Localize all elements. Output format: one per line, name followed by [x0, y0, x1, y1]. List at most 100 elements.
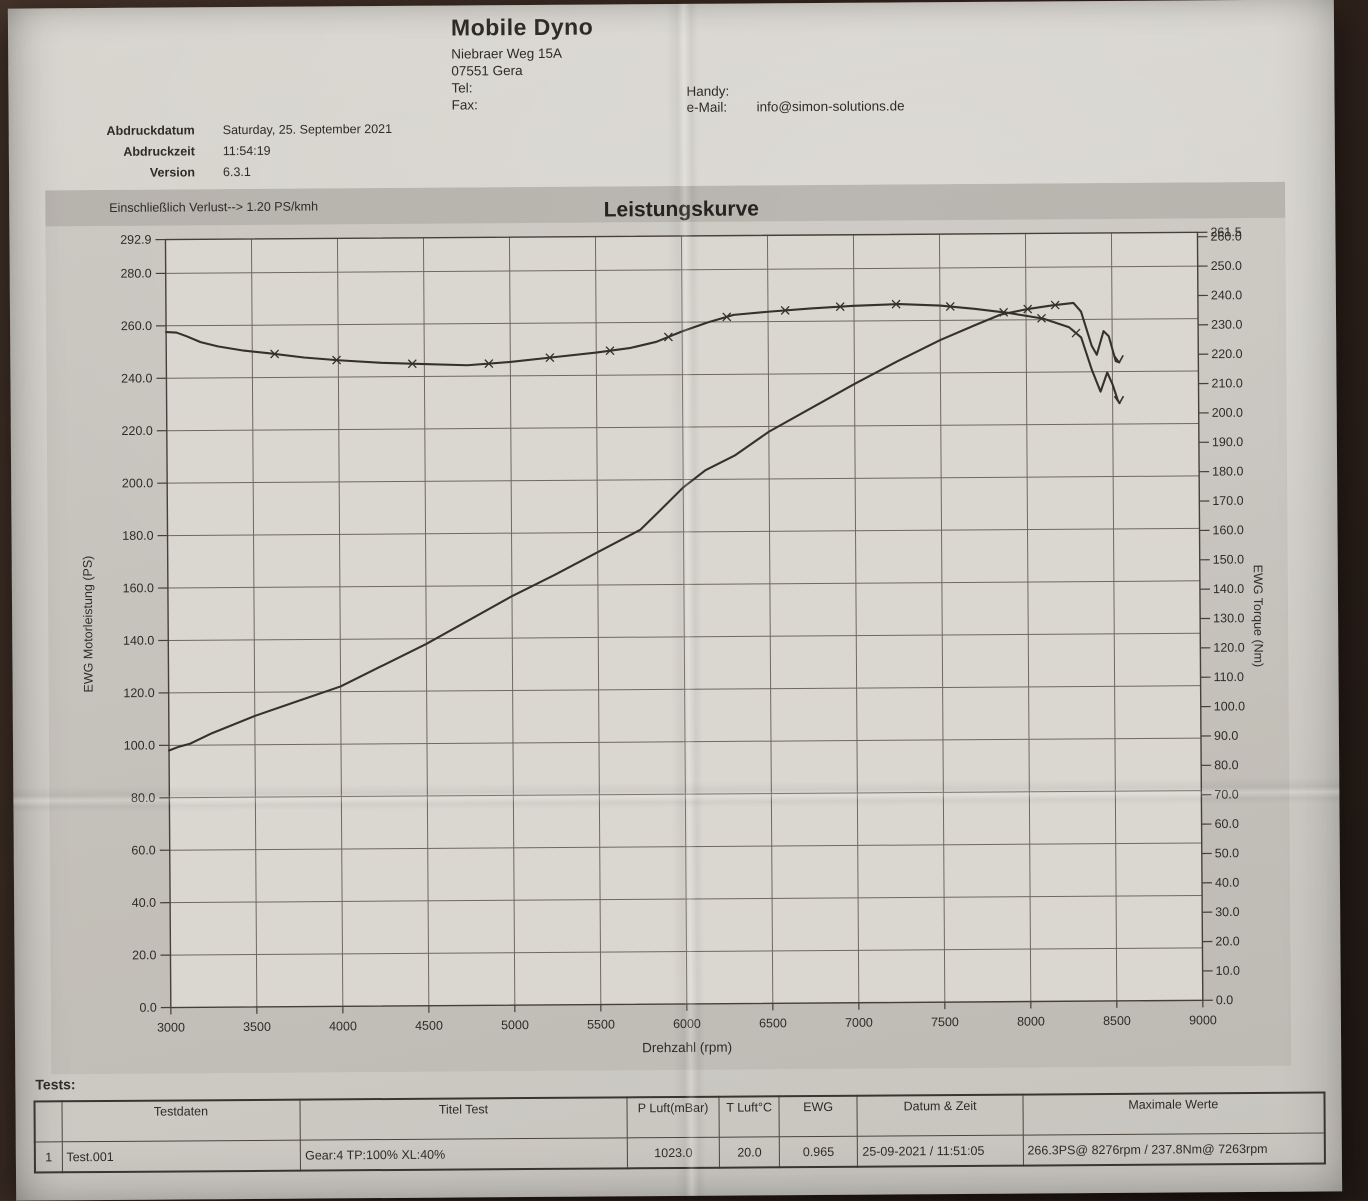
x-tick-label: 8500	[1103, 1014, 1131, 1028]
meta-value: 6.3.1	[223, 165, 251, 179]
right-tick-label: 190.0	[1212, 435, 1243, 449]
x-tick-label: 3000	[157, 1020, 185, 1034]
x-tick-label: 3500	[243, 1020, 271, 1034]
meta-label: Abdruckdatum	[49, 123, 195, 138]
x-tick-label: 5500	[587, 1017, 615, 1031]
left-tick-label: 220.0	[121, 424, 152, 438]
x-tick-label: 9000	[1189, 1013, 1217, 1027]
left-tick-label: 80.0	[131, 791, 155, 805]
x-tick-label: 6500	[759, 1016, 787, 1030]
tests-header-cell: Titel Test	[300, 1097, 627, 1140]
left-tick-label: 40.0	[132, 896, 156, 910]
chart-title: Leistungskurve	[604, 197, 759, 221]
right-tick-label: 60.0	[1215, 817, 1239, 831]
x-tick-label: 4000	[329, 1019, 357, 1033]
x-tick-label: 4500	[415, 1019, 443, 1033]
dyno-power-torque-chart: 0.0 20.0 40.0 60.0 80.0 100.0 120.0 140.0 160.0 1…	[45, 182, 1291, 1075]
left-tick-label: 240.0	[121, 371, 152, 385]
tests-cell: 1	[35, 1142, 62, 1173]
right-tick-label: 140.0	[1213, 582, 1244, 596]
tests-cell: 20.0	[720, 1137, 780, 1168]
meta-row-abdruckdatum: Abdruckdatum Saturday, 25. September 202…	[49, 122, 392, 138]
tests-cell: 25-09-2021 / 11:51:05	[858, 1135, 1023, 1167]
meta-row-version: Version 6.3.1	[49, 164, 392, 180]
tests-header-cell	[34, 1101, 61, 1142]
left-tick-label: 180.0	[122, 529, 153, 543]
company-block: Mobile Dyno Niebraer Weg 15A 07551 Gera …	[451, 19, 594, 114]
right-tick-label: 220.0	[1211, 347, 1242, 361]
tests-cell: 266.3PS@ 8276rpm / 237.8Nm@ 7263rpm	[1023, 1133, 1325, 1166]
right-tick-label: 160.0	[1212, 523, 1243, 537]
handy-label: Handy:	[686, 83, 756, 99]
x-tick-label: 6000	[673, 1017, 701, 1031]
company-tel-label: Tel:	[451, 79, 593, 97]
right-tick-label: 150.0	[1213, 552, 1244, 566]
chart-note: Einschließlich Verlust--> 1.20 PS/kmh	[109, 199, 318, 214]
x-tick-label: 8000	[1017, 1014, 1045, 1028]
left-tick-label: 60.0	[131, 843, 155, 857]
company-address-city: 07551 Gera	[451, 62, 593, 80]
tests-cell: 0.965	[779, 1136, 858, 1167]
x-axis-title: Drehzahl (rpm)	[642, 1040, 732, 1056]
meta-row-abdruckzeit: Abdruckzeit 11:54:19	[49, 143, 392, 159]
tests-cell: Test.001	[62, 1140, 301, 1172]
right-tick-label: 20.0	[1215, 934, 1239, 948]
right-tick-label: 200.0	[1212, 406, 1243, 420]
tests-header-cell: EWG	[779, 1096, 858, 1137]
left-tick-label: 280.0	[120, 266, 151, 280]
print-meta-block: Abdruckdatum Saturday, 25. September 202…	[49, 122, 393, 187]
right-tick-label: 10.0	[1216, 964, 1240, 978]
meta-label: Version	[49, 165, 195, 180]
right-axis-title: EWG Torque (Nm)	[1251, 565, 1266, 668]
meta-value: Saturday, 25. September 2021	[223, 122, 392, 137]
right-tick-label: 80.0	[1214, 758, 1238, 772]
right-tick-label: 40.0	[1215, 876, 1239, 890]
left-tick-label: 20.0	[132, 948, 156, 962]
x-tick-label: 7000	[845, 1016, 873, 1030]
left-tick-label: 100.0	[124, 738, 155, 752]
right-tick-label: 180.0	[1212, 464, 1243, 478]
contact-block: Handy: e-Mail: info@simon-solutions.de	[686, 82, 904, 116]
left-tick-label: 200.0	[122, 476, 153, 490]
left-tick-label: 160.0	[123, 581, 154, 595]
tests-header-cell: Datum & Zeit	[857, 1095, 1022, 1137]
right-tick-label: 0.0	[1216, 993, 1234, 1007]
right-tick-label: 110.0	[1214, 670, 1244, 684]
right-tick-label: 30.0	[1215, 905, 1239, 919]
x-tick-label: 7500	[931, 1015, 959, 1029]
right-tick-label: 261.5	[1210, 225, 1241, 239]
tests-header-cell: Maximale Werte	[1023, 1092, 1325, 1135]
right-tick-label: 50.0	[1215, 846, 1239, 860]
right-tick-label: 90.0	[1214, 729, 1238, 743]
right-tick-label: 130.0	[1213, 611, 1244, 625]
left-tick-label: 140.0	[123, 634, 154, 648]
right-tick-label: 230.0	[1211, 318, 1242, 332]
company-fax-label: Fax:	[451, 96, 593, 114]
right-tick-label: 240.0	[1211, 288, 1242, 302]
left-axis-title: EWG Motorleistung (PS)	[81, 556, 96, 693]
right-tick-label: 120.0	[1213, 641, 1244, 655]
right-tick-label: 100.0	[1214, 699, 1245, 713]
right-tick-label: 70.0	[1214, 787, 1238, 801]
tests-cell: Gear:4 TP:100% XL:40%	[300, 1138, 627, 1171]
left-tick-label: 260.0	[121, 319, 152, 333]
meta-value: 11:54:19	[223, 144, 271, 158]
left-tick-label: 292.9	[120, 233, 151, 247]
tests-header-cell: Testdaten	[62, 1100, 301, 1142]
right-tick-label: 250.0	[1211, 259, 1242, 273]
right-tick-label: 170.0	[1212, 494, 1243, 508]
left-tick-label: 0.0	[139, 1001, 157, 1015]
left-tick-label: 120.0	[123, 686, 154, 700]
tests-header-cell: P Luft(mBar)	[627, 1097, 720, 1138]
email-label: e-Mail:	[687, 99, 757, 115]
tests-heading: Tests:	[35, 1076, 75, 1092]
email-value: info@simon-solutions.de	[757, 98, 905, 115]
dyno-sheet-paper: Mobile Dyno Niebraer Weg 15A 07551 Gera …	[8, 0, 1342, 1201]
tests-cell: 1023.0	[627, 1137, 720, 1168]
company-name: Mobile Dyno	[451, 19, 593, 37]
tests-header-cell: T Luft°C	[719, 1096, 779, 1137]
meta-label: Abdruckzeit	[49, 144, 195, 159]
right-tick-label: 210.0	[1211, 376, 1242, 390]
